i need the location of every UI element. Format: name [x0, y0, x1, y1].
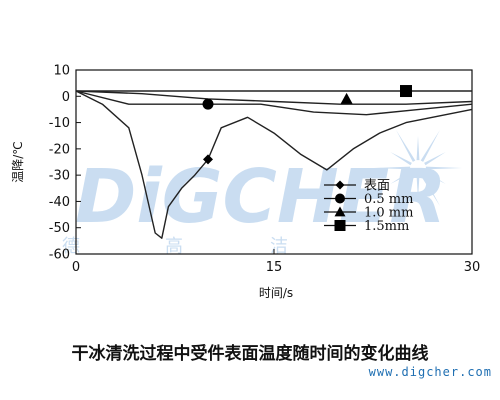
- legend-label: 1.0 mm: [364, 206, 413, 221]
- y-tick-label: -20: [49, 142, 70, 157]
- y-axis-title: 温降/℃: [11, 141, 25, 183]
- watermark-star-ray: [420, 129, 440, 162]
- watermark-star-ray: [396, 174, 416, 207]
- watermark-star-ray: [390, 152, 412, 166]
- y-tick-label: 10: [53, 64, 70, 79]
- legend-marker-diamond: [335, 180, 345, 190]
- y-tick-label: -10: [49, 116, 70, 131]
- watermark-char-2: 高: [165, 236, 183, 257]
- watermark-star-ray: [420, 174, 440, 207]
- axis-ticks: 100-10-20-30-40-50-600 15 30: [49, 64, 481, 276]
- data-marker-diamond: [203, 154, 213, 165]
- series-lines: [75, 90, 473, 239]
- legend-marker-triangle: [334, 206, 346, 217]
- watermark-star-ray: [424, 152, 446, 166]
- legend-marker-circle: [335, 193, 345, 204]
- watermark-star-icon: [374, 129, 462, 207]
- y-tick-label: 0: [62, 90, 70, 105]
- x-tick-label: 0: [72, 260, 80, 275]
- x-tick-label: 15: [266, 260, 283, 275]
- legend-label: 1.5mm: [364, 219, 409, 234]
- watermark-star-ray: [425, 166, 462, 170]
- watermark-star-ray: [390, 170, 412, 184]
- data-marker-circle: [202, 98, 214, 110]
- watermark: DiGCHER 德 高 洁: [62, 129, 462, 257]
- watermark-star-ray: [424, 170, 446, 184]
- data-marker-triangle: [340, 92, 353, 104]
- watermark-url: www.digcher.com: [368, 365, 492, 379]
- figure-caption: 干冰清洗过程中受件表面温度随时间的变化曲线: [71, 344, 429, 364]
- series-line-3: [75, 90, 473, 105]
- watermark-star-ray: [416, 136, 420, 161]
- y-tick-label: -40: [49, 195, 70, 210]
- watermark-star-ray: [396, 129, 416, 162]
- x-axis-title: 时间/s: [259, 286, 293, 300]
- data-marker-square: [400, 85, 412, 98]
- watermark-star-ray: [416, 175, 420, 200]
- legend-label: 表面: [364, 179, 390, 194]
- y-tick-label: -30: [49, 169, 70, 184]
- series-line-1: [75, 90, 473, 239]
- legend: 表面0.5 mm1.0 mm1.5mm: [324, 179, 413, 234]
- x-tick-label: 30: [464, 260, 481, 275]
- y-tick-label: -50: [49, 221, 70, 236]
- y-tick-label: -60: [49, 248, 70, 263]
- series-line-2: [75, 90, 473, 116]
- watermark-star-ray: [374, 166, 411, 170]
- legend-marker-square: [334, 220, 346, 231]
- series-markers: [202, 85, 412, 165]
- legend-label: 0.5 mm: [364, 192, 413, 207]
